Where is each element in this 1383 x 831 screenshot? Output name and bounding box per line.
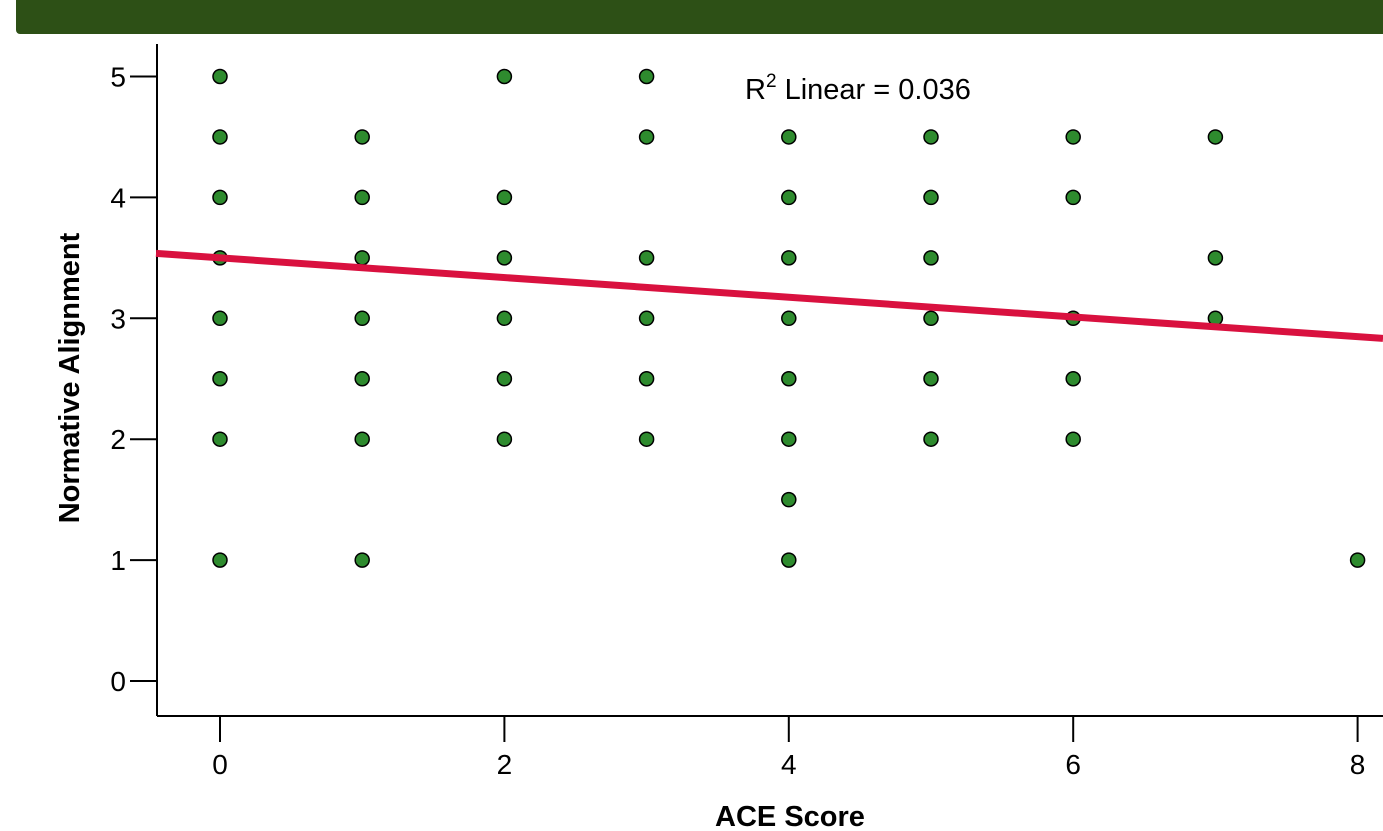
y-tick-label: 5 [110, 62, 126, 93]
data-point [354, 431, 370, 447]
r-squared-superscript: 2 [766, 71, 777, 92]
data-point [923, 189, 939, 206]
data-point [638, 310, 655, 327]
data-point [638, 250, 655, 266]
data-point [781, 552, 797, 568]
data-point [496, 371, 513, 387]
data-point [781, 250, 797, 266]
y-tick-label: 2 [110, 424, 126, 455]
data-point [638, 68, 655, 85]
data-point [496, 310, 513, 327]
r-squared-value: Linear = 0.036 [777, 74, 971, 106]
data-point [1065, 371, 1081, 387]
y-tick-label: 1 [110, 545, 126, 576]
data-point [354, 371, 370, 387]
data-point [923, 129, 939, 145]
data-point [212, 552, 228, 568]
data-point [212, 371, 228, 387]
data-point [1207, 129, 1224, 145]
data-point [212, 68, 228, 85]
data-point [781, 431, 797, 447]
data-point [1349, 552, 1366, 568]
x-tick-label: 4 [781, 749, 797, 780]
x-tick-label: 8 [1350, 749, 1366, 780]
x-tick-label: 6 [1065, 749, 1081, 780]
data-point [212, 129, 228, 145]
data-point [496, 68, 513, 85]
data-point [354, 129, 370, 145]
data-point [354, 250, 370, 266]
x-tick-label: 2 [497, 749, 513, 780]
data-point [781, 310, 797, 327]
plot-area: 0 1 2 3 4 5 0 2 4 6 8 [110, 44, 1383, 780]
data-point [496, 431, 513, 447]
data-point [212, 310, 228, 327]
data-point [496, 189, 513, 206]
data-point [923, 371, 939, 387]
data-point [781, 129, 797, 145]
r-squared-annotation: R2 Linear = 0.036 [745, 71, 971, 106]
data-point [923, 431, 939, 447]
data-point [354, 552, 370, 568]
data-point [638, 431, 655, 447]
data-point [354, 189, 370, 206]
data-point [1065, 129, 1081, 145]
data-point [781, 491, 797, 508]
data-point [1207, 250, 1224, 266]
y-tick-label: 0 [110, 666, 126, 697]
header-banner [16, 0, 1383, 34]
data-point [781, 189, 797, 206]
y-tick-label: 3 [110, 303, 126, 334]
data-point [638, 129, 655, 145]
data-point [1065, 431, 1081, 447]
fit-line [155, 249, 1383, 342]
data-point [1065, 189, 1081, 206]
x-axis-title: ACE Score [715, 801, 865, 831]
data-point [923, 310, 939, 327]
x-tick-label: 0 [212, 749, 228, 780]
y-tick-label: 4 [110, 182, 126, 213]
data-point [496, 250, 513, 266]
r-squared-prefix: R [745, 74, 766, 106]
data-point [212, 189, 228, 206]
y-axis-title: Normative Alignment [54, 232, 86, 523]
data-point [354, 310, 370, 327]
data-point [923, 250, 939, 266]
data-point [212, 431, 228, 447]
data-point [638, 371, 655, 387]
data-point [781, 371, 797, 387]
